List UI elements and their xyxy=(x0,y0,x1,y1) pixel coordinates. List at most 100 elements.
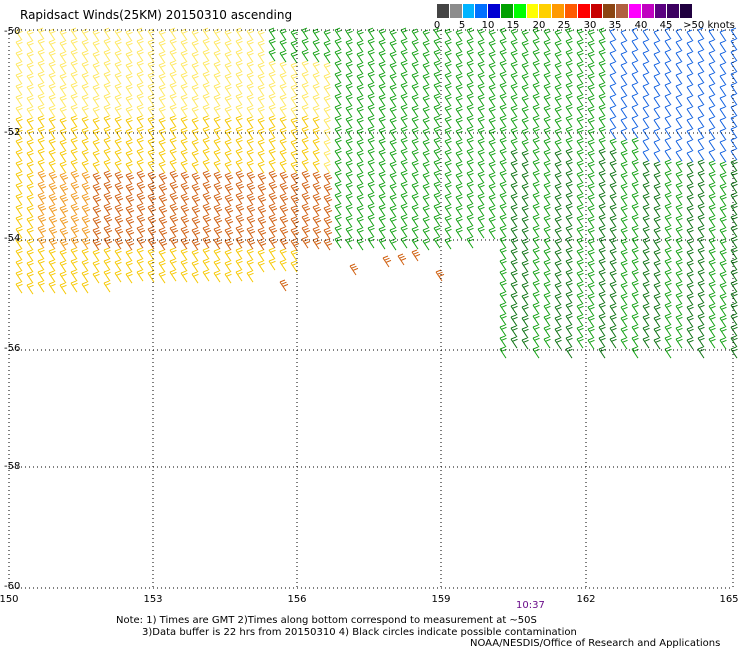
wind-barb xyxy=(114,248,122,261)
wind-barb xyxy=(202,247,210,260)
wind-barb xyxy=(312,61,320,74)
wind-barb xyxy=(224,260,232,273)
wind-barb xyxy=(367,159,375,172)
wind-barb xyxy=(114,259,122,272)
wind-barb xyxy=(521,139,529,152)
wind-barb xyxy=(257,106,265,119)
wind-barb xyxy=(466,71,474,84)
wind-barb xyxy=(224,128,232,141)
wind-barb xyxy=(719,150,727,163)
wind-barb xyxy=(312,94,320,107)
wind-barb xyxy=(59,40,67,53)
wind-barb xyxy=(70,170,80,183)
wind-barb xyxy=(455,194,463,207)
wind-barb xyxy=(323,106,331,119)
wind-barb xyxy=(697,247,705,260)
wind-barb xyxy=(257,128,265,141)
wind-barb xyxy=(631,71,639,84)
wind-barb xyxy=(653,216,661,229)
wind-barb xyxy=(356,194,364,207)
wind-barb xyxy=(466,170,474,183)
wind-barb xyxy=(411,237,419,250)
wind-barb xyxy=(510,303,518,316)
wind-barb xyxy=(257,227,267,240)
wind-barb xyxy=(213,127,221,140)
wind-barb xyxy=(554,62,562,75)
wind-barb xyxy=(631,269,639,282)
wind-barb xyxy=(510,292,518,305)
wind-barb xyxy=(169,203,179,216)
wind-barb xyxy=(257,139,265,152)
wind-barb xyxy=(422,183,430,196)
wind-barb xyxy=(26,84,34,97)
wind-barb xyxy=(15,259,23,272)
wind-barb xyxy=(202,38,210,51)
wind-barb xyxy=(532,71,540,84)
wind-barb xyxy=(642,325,650,338)
wind-barb xyxy=(323,205,333,218)
wind-barb xyxy=(257,161,265,174)
wind-barb xyxy=(488,183,496,196)
wind-barb xyxy=(334,115,342,128)
wind-barb xyxy=(521,326,529,339)
wind-barb xyxy=(279,94,287,107)
wind-barb xyxy=(37,280,45,293)
wind-barb xyxy=(367,49,375,62)
wind-barb xyxy=(488,40,496,53)
scale-label: 35 xyxy=(608,20,622,31)
wind-barb xyxy=(92,183,102,196)
wind-barb xyxy=(367,115,375,128)
wind-barb xyxy=(554,216,562,229)
wind-barb xyxy=(686,84,694,97)
wind-barb xyxy=(125,150,133,163)
wind-barb xyxy=(202,170,212,183)
wind-barb xyxy=(345,204,353,217)
wind-barb xyxy=(70,126,78,139)
wind-barb xyxy=(334,225,342,238)
wind-barb xyxy=(719,304,727,317)
wind-barb xyxy=(565,324,573,337)
wind-barb xyxy=(81,182,91,195)
wind-barb xyxy=(664,49,672,62)
wind-barb xyxy=(664,137,672,150)
lon-label-162: 162 xyxy=(576,594,596,605)
wind-barb xyxy=(257,62,265,75)
wind-barb xyxy=(686,227,694,240)
wind-barb xyxy=(466,203,474,216)
wind-barb xyxy=(70,104,78,117)
wind-barb xyxy=(81,61,89,74)
wind-barb xyxy=(620,161,628,174)
wind-barb xyxy=(444,83,452,96)
wind-barb xyxy=(587,106,595,119)
wind-barb xyxy=(81,226,91,239)
wind-barb xyxy=(510,50,518,63)
wind-barb xyxy=(543,336,551,349)
wind-barb xyxy=(510,83,518,96)
wind-barb xyxy=(488,139,496,152)
wind-barb xyxy=(312,39,320,52)
wind-barb xyxy=(81,116,89,129)
wind-barb xyxy=(719,337,727,350)
wind-barb xyxy=(356,238,364,251)
wind-barb xyxy=(433,82,441,95)
wind-barb xyxy=(125,128,133,141)
wind-barb xyxy=(202,93,210,106)
wind-barb xyxy=(290,183,300,196)
wind-barb xyxy=(686,326,694,339)
wind-barb xyxy=(103,280,111,293)
wind-barb xyxy=(356,183,364,196)
wind-barb xyxy=(400,115,408,128)
wind-barb xyxy=(411,94,419,107)
wind-barb xyxy=(466,214,474,227)
wind-barb xyxy=(246,50,254,63)
wind-barb xyxy=(466,27,474,40)
wind-barb xyxy=(543,72,551,85)
wind-barb xyxy=(664,38,672,51)
wind-barb xyxy=(125,73,133,86)
wind-barb xyxy=(59,73,67,86)
wind-barb xyxy=(686,139,694,152)
wind-barb xyxy=(444,61,452,74)
wind-barb xyxy=(235,60,243,73)
wind-barb xyxy=(444,149,452,162)
wind-barb xyxy=(400,93,408,106)
